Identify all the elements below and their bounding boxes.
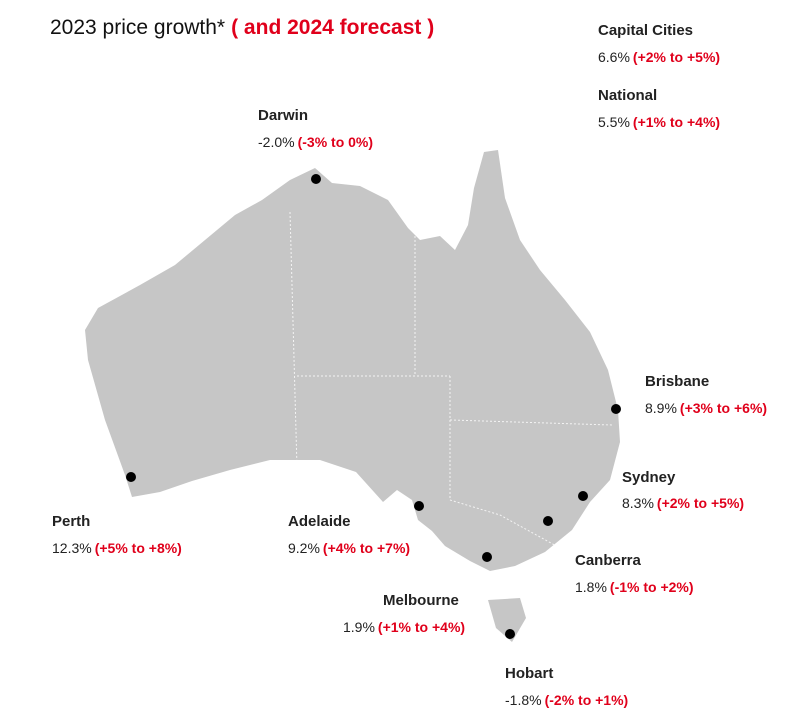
state-borders — [289, 211, 613, 549]
forecast: (-2% to +1%) — [545, 692, 629, 708]
title: 2023 price growth* ( and 2024 forecast ) — [50, 16, 434, 39]
forecast: (+4% to +7%) — [323, 540, 410, 556]
city-dot — [505, 629, 515, 639]
city-dot — [311, 174, 321, 184]
growth: 8.3% — [622, 495, 654, 511]
growth: 12.3% — [52, 540, 92, 556]
forecast: (+3% to +6%) — [680, 400, 767, 416]
growth: 6.6% — [598, 49, 630, 65]
place-name: Capital Cities — [598, 22, 693, 39]
mainland — [85, 150, 620, 571]
forecast: (+2% to +5%) — [633, 49, 720, 65]
place-name: Adelaide — [288, 513, 351, 530]
place-values: -1.8% (-2% to +1%) — [505, 692, 628, 708]
place-name: National — [598, 87, 657, 104]
title-main: 2023 price growth* — [50, 16, 225, 39]
forecast: (+2% to +5%) — [657, 495, 744, 511]
growth: 1.8% — [575, 579, 607, 595]
growth: 9.2% — [288, 540, 320, 556]
growth: -2.0% — [258, 134, 295, 150]
place-name: Melbourne — [383, 592, 459, 609]
place-values: 1.8% (-1% to +2%) — [575, 579, 694, 595]
growth: 1.9% — [343, 619, 375, 635]
place-name: Darwin — [258, 107, 308, 124]
forecast: (-1% to +2%) — [610, 579, 694, 595]
growth: 8.9% — [645, 400, 677, 416]
place-name: Perth — [52, 513, 90, 530]
forecast: (+1% to +4%) — [378, 619, 465, 635]
city-dot — [611, 404, 621, 414]
place-name: Sydney — [622, 469, 676, 486]
place-values: 8.3% (+2% to +5%) — [622, 495, 744, 511]
growth: 5.5% — [598, 114, 630, 130]
place-name: Canberra — [575, 552, 642, 569]
tasmania — [488, 598, 526, 642]
place-values: -2.0% (-3% to 0%) — [258, 134, 373, 150]
place-values: 8.9% (+3% to +6%) — [645, 400, 767, 416]
place-values: 1.9% (+1% to +4%) — [343, 619, 465, 635]
city-dot — [578, 491, 588, 501]
place-values: 6.6% (+2% to +5%) — [598, 49, 720, 65]
place-values: 12.3% (+5% to +8%) — [52, 540, 182, 556]
place-values: 9.2% (+4% to +7%) — [288, 540, 410, 556]
place-values: 5.5% (+1% to +4%) — [598, 114, 720, 130]
city-dot — [543, 516, 553, 526]
forecast: (+1% to +4%) — [633, 114, 720, 130]
forecast: (-3% to 0%) — [298, 134, 373, 150]
city-dot — [126, 472, 136, 482]
forecast: (+5% to +8%) — [95, 540, 182, 556]
growth: -1.8% — [505, 692, 542, 708]
city-dot — [482, 552, 492, 562]
australia-map — [85, 150, 620, 642]
title-forecast: ( and 2024 forecast ) — [231, 16, 434, 39]
place-name: Brisbane — [645, 373, 709, 390]
city-dot — [414, 501, 424, 511]
place-name: Hobart — [505, 665, 553, 682]
